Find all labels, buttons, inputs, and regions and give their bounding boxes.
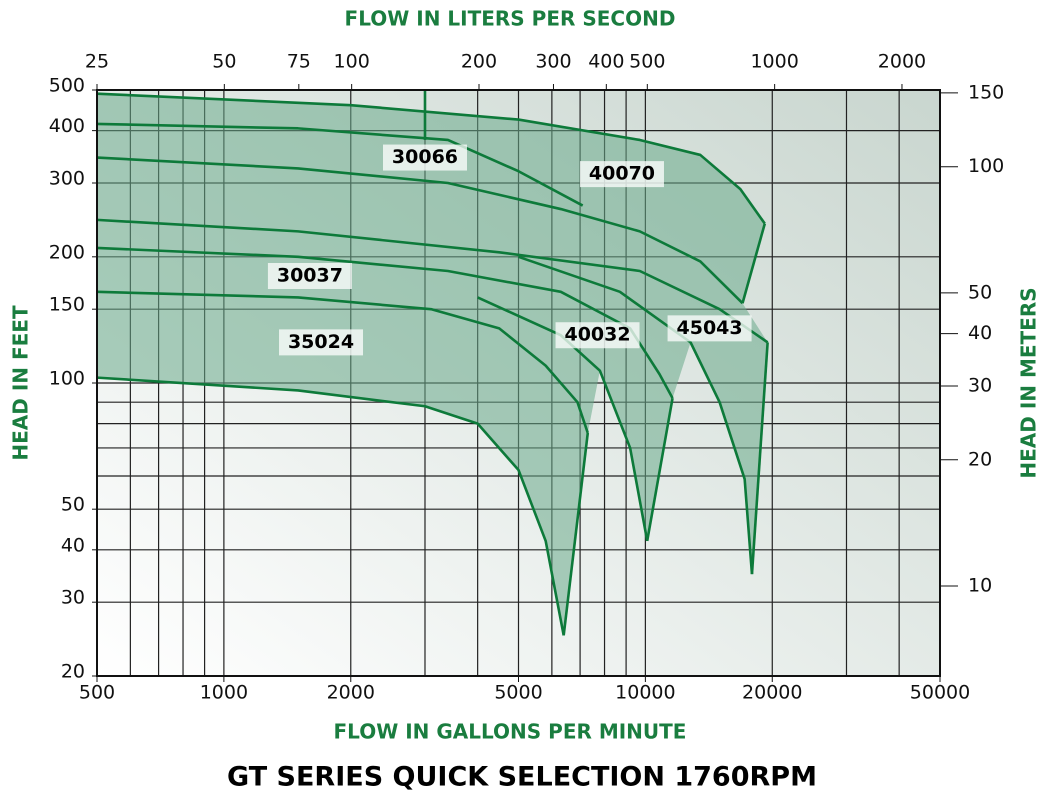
pump-curve [96,122,584,207]
pump-curve [96,290,590,434]
x2-tick-label: 300 [535,51,571,73]
pump-curve [96,156,744,305]
curve-label: 40070 [589,163,655,185]
curve-label: 30066 [392,146,458,168]
y-tick-label: 400 [49,115,85,137]
curve-label: 40032 [564,324,630,346]
pump-curve [96,246,674,399]
x2-tick-label: 400 [588,51,624,73]
x-tick-label: 10000 [615,682,675,704]
label-background [267,262,352,289]
y2-tick-label: 100 [968,155,1004,177]
x-tick-label: 2000 [327,682,375,704]
y2-tick-label: 40 [968,322,992,344]
x2-tick-label: 500 [629,51,665,73]
pump-curve [645,397,674,542]
x2-tick-label: 1000 [750,51,798,73]
curve-label: 35024 [288,331,354,353]
pump-curve [477,296,649,542]
x-tick-label: 5000 [494,682,542,704]
y-tick-label: 150 [49,294,85,316]
y-tick-label: 20 [61,661,85,683]
y-tick-label: 40 [61,534,85,556]
x2-tick-label: 75 [287,51,311,73]
label-background [579,161,664,188]
x2-tick-label: 50 [212,51,236,73]
x-tick-label: 20000 [742,682,802,704]
label-background [382,144,467,171]
x2-tick-label: 100 [334,51,370,73]
pump-curve [741,223,767,304]
pump-curve [96,376,565,636]
y-tick-label: 100 [49,368,85,390]
chart-title: GT SERIES QUICK SELECTION 1760RPM [227,762,817,793]
label-background [667,315,752,342]
y-tick-label: 300 [49,167,85,189]
y2-tick-label: 50 [968,281,992,303]
y-tick-label: 30 [61,587,85,609]
label-background [555,322,640,349]
x-axis-title: FLOW IN GALLONS PER MINUTE [334,720,687,744]
curve-label: 30037 [277,264,343,286]
pump-curve [750,342,769,575]
label-background [279,329,364,356]
x-tick-label: 1000 [200,682,248,704]
y2-tick-label: 30 [968,374,992,396]
y2-tick-label: 20 [968,448,992,470]
y-axis-title: HEAD IN FEET [9,305,33,461]
y-tick-label: 50 [61,494,85,516]
x-tick-label: 50000 [910,682,970,704]
curve-label: 45043 [677,317,743,339]
y2-tick-label: 150 [968,81,1004,103]
y-tick-label: 500 [49,75,85,97]
x2-tick-label: 2000 [878,51,926,73]
y-tick-label: 200 [49,241,85,263]
x-tick-label: 500 [79,682,115,704]
pump-curve [96,218,769,344]
x2-axis-title: FLOW IN LITERS PER SECOND [345,7,676,31]
pump-curve [96,92,766,225]
y2-axis-title: HEAD IN METERS [1017,287,1041,478]
x2-tick-label: 200 [461,51,497,73]
y2-tick-label: 10 [968,574,992,596]
x2-tick-label: 25 [85,51,109,73]
pump-curve [562,432,590,636]
pump-curve [518,255,754,575]
